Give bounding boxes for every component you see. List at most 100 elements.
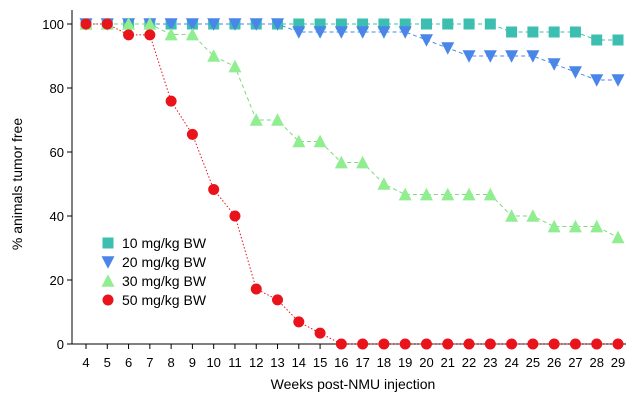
x-tick-label: 23 xyxy=(483,355,497,370)
data-point xyxy=(547,58,561,71)
data-point xyxy=(441,42,455,55)
legend-item: 30 mg/kg BW xyxy=(101,273,207,289)
data-point xyxy=(293,316,305,328)
data-point xyxy=(207,18,221,31)
x-tick-label: 26 xyxy=(547,355,561,370)
x-tick-label: 21 xyxy=(441,355,455,370)
data-point xyxy=(272,294,284,306)
data-point xyxy=(123,29,135,41)
legend-label: 20 mg/kg BW xyxy=(122,254,207,270)
data-point xyxy=(377,177,391,190)
data-point xyxy=(506,338,518,350)
x-tick-label: 10 xyxy=(206,355,220,370)
data-point xyxy=(590,219,604,233)
data-point xyxy=(611,230,625,244)
data-point xyxy=(612,34,624,46)
data-point xyxy=(463,338,475,350)
data-point xyxy=(356,155,370,169)
data-point xyxy=(547,219,561,233)
data-point xyxy=(122,17,136,30)
data-point xyxy=(377,26,391,39)
data-point xyxy=(271,113,285,126)
data-point xyxy=(463,18,475,30)
data-point xyxy=(228,59,242,73)
series-line xyxy=(86,23,619,238)
data-point xyxy=(442,338,454,350)
x-tick-label: 15 xyxy=(313,355,327,370)
data-point xyxy=(229,210,241,222)
data-point xyxy=(441,187,455,201)
data-point xyxy=(271,18,285,31)
data-point xyxy=(208,183,220,195)
x-tick-label: 25 xyxy=(526,355,540,370)
x-tick-label: 7 xyxy=(146,355,153,370)
data-point xyxy=(527,338,539,350)
x-tick-label: 16 xyxy=(334,355,348,370)
data-point xyxy=(611,74,625,87)
x-tick-label: 9 xyxy=(189,355,196,370)
data-point xyxy=(249,113,263,126)
x-tick-label: 6 xyxy=(125,355,132,370)
data-point xyxy=(378,338,390,350)
data-point xyxy=(292,134,306,148)
data-point xyxy=(164,27,178,41)
legend-marker xyxy=(102,294,114,306)
data-point xyxy=(80,18,92,30)
data-point xyxy=(506,26,518,38)
data-point xyxy=(313,26,327,39)
data-point xyxy=(185,27,199,41)
data-point xyxy=(483,50,497,63)
y-tick-label: 20 xyxy=(50,273,64,288)
data-point xyxy=(398,26,412,39)
data-point xyxy=(484,18,496,30)
y-tick-label: 0 xyxy=(57,337,64,352)
data-point xyxy=(462,50,476,63)
x-tick-label: 22 xyxy=(462,355,476,370)
data-point xyxy=(527,26,539,38)
data-point xyxy=(483,187,497,201)
legend-label: 50 mg/kg BW xyxy=(122,292,207,308)
x-tick-label: 11 xyxy=(228,355,242,370)
y-tick-label: 40 xyxy=(50,209,64,224)
data-point xyxy=(505,209,519,222)
data-point xyxy=(313,134,327,148)
data-point xyxy=(399,18,411,30)
data-point xyxy=(143,17,157,30)
legend-item: 50 mg/kg BW xyxy=(102,292,207,308)
x-tick-label: 5 xyxy=(104,355,111,370)
data-point xyxy=(568,66,582,79)
legend-label: 10 mg/kg BW xyxy=(122,235,207,251)
data-point xyxy=(591,338,603,350)
data-point xyxy=(462,187,476,201)
data-point xyxy=(442,18,454,30)
y-tick-label: 80 xyxy=(50,81,64,96)
data-point xyxy=(334,155,348,169)
data-point xyxy=(526,50,540,63)
data-point xyxy=(591,34,603,46)
x-tick-label: 28 xyxy=(589,355,603,370)
data-point xyxy=(568,219,582,233)
data-point xyxy=(314,327,326,339)
data-point xyxy=(569,338,581,350)
legend: 10 mg/kg BW 20 mg/kg BW 30 mg/kg BW 50 mg/k… xyxy=(101,235,207,308)
data-point xyxy=(144,29,156,41)
y-tick-label: 100 xyxy=(42,17,64,32)
data-point xyxy=(419,187,433,201)
legend-label: 30 mg/kg BW xyxy=(122,273,207,289)
x-tick-label: 20 xyxy=(419,355,433,370)
data-point xyxy=(419,34,433,47)
y-tick-label: 60 xyxy=(50,145,64,160)
series-line xyxy=(86,23,618,81)
x-tick-label: 19 xyxy=(398,355,412,370)
data-point xyxy=(186,128,198,140)
data-point xyxy=(356,26,370,39)
data-point xyxy=(164,18,178,31)
data-point xyxy=(548,26,560,38)
y-axis-title: % animals tumor free xyxy=(9,118,25,250)
x-axis-title: Weeks post-NMU injection xyxy=(271,376,436,392)
data-point xyxy=(526,209,540,222)
x-tick-label: 27 xyxy=(568,355,582,370)
data-point xyxy=(378,18,390,30)
